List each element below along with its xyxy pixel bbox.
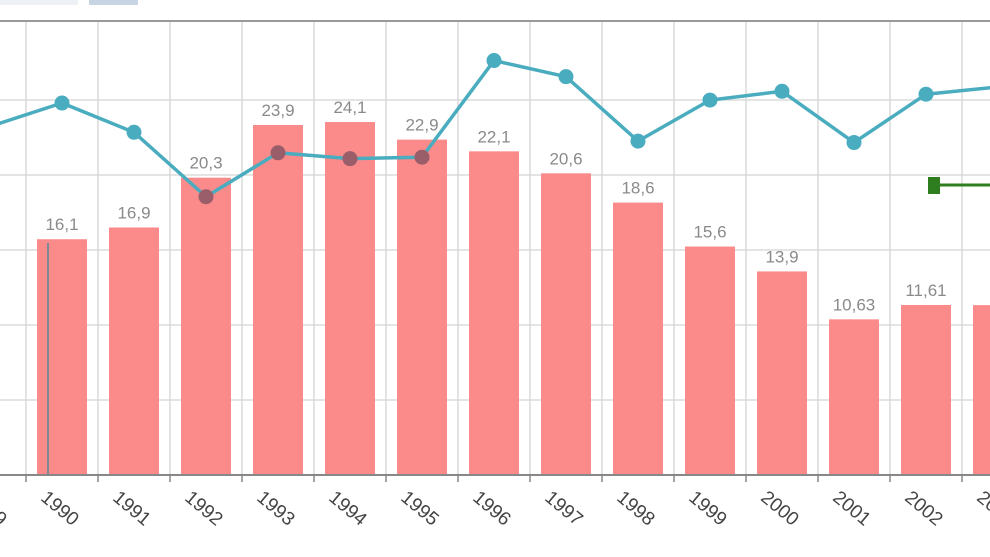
bar-2001 <box>829 319 879 475</box>
line-point-1992 <box>198 189 214 205</box>
bar-1994 <box>325 122 375 476</box>
bar-value-label-1998: 18,6 <box>621 179 654 198</box>
bar-value-label-1990: 16,1 <box>45 215 78 234</box>
bar-2003 <box>973 305 990 475</box>
x-tick-label-1994: 1994 <box>325 487 371 531</box>
bar-1996 <box>469 151 519 476</box>
bar-value-label-1991: 16,9 <box>117 203 150 222</box>
bar-value-label-2000: 13,9 <box>765 247 798 266</box>
bar-value-label-1997: 20,6 <box>549 149 582 168</box>
line-point-2002 <box>918 86 934 102</box>
bar-2002 <box>901 304 951 475</box>
line-point-1998 <box>630 133 646 149</box>
bar-1992 <box>181 177 231 475</box>
bar-1990 <box>37 239 87 475</box>
x-tick-label-1998: 1998 <box>613 487 659 530</box>
bar-value-label-2002: 11,61 <box>905 281 946 300</box>
x-tick-label-2003: 2003 <box>973 487 990 530</box>
line-point-1995 <box>414 149 430 165</box>
bar-1999 <box>685 246 735 475</box>
line-point-1994 <box>342 151 358 167</box>
bar-value-label-1992: 20,3 <box>189 154 222 173</box>
x-tick-label-1990: 1990 <box>37 487 83 530</box>
x-tick-label-1993: 1993 <box>253 487 299 530</box>
toolbar-tab-active[interactable] <box>89 0 138 5</box>
line-point-2000 <box>774 83 790 99</box>
bar-1998 <box>613 202 663 475</box>
bar-2000 <box>757 271 807 475</box>
x-tick-label-1995: 1995 <box>397 487 443 530</box>
x-tick-label-1992: 1992 <box>181 487 227 530</box>
x-tick-label-1996: 1996 <box>469 487 515 530</box>
line-point-1991 <box>126 124 142 140</box>
line-point-2001 <box>846 135 862 151</box>
x-tick-label-1991: 1991 <box>109 487 155 530</box>
bar-value-label-2001: 10,63 <box>833 295 876 314</box>
x-tick-label-1997: 1997 <box>541 487 587 530</box>
x-tick-label-1989: 1989 <box>0 487 10 530</box>
x-tick-label-2002: 2002 <box>901 487 947 530</box>
bar-value-label-1995: 22,9 <box>405 116 438 135</box>
legend-marker <box>928 177 940 194</box>
toolbar-tab-left[interactable] <box>0 0 78 5</box>
x-tick-label-1999: 1999 <box>685 487 731 530</box>
bar-1997 <box>541 173 591 475</box>
x-tick-label-2001: 2001 <box>829 487 875 530</box>
bar-value-label-1996: 22,1 <box>477 127 510 146</box>
line-point-1997 <box>558 69 574 85</box>
bar-1993 <box>253 124 303 475</box>
bar-1991 <box>109 227 159 475</box>
line-point-1999 <box>702 92 718 108</box>
bar-value-label-1994: 24,1 <box>333 98 366 117</box>
bar-value-label-1993: 23,9 <box>261 101 294 120</box>
x-tick-label-2000: 2000 <box>757 487 803 530</box>
line-point-1993 <box>270 145 286 161</box>
bar-1995 <box>397 139 447 476</box>
line-point-1990 <box>54 95 70 111</box>
bar-value-label-1999: 15,6 <box>693 223 726 242</box>
line-point-1996 <box>486 53 502 69</box>
